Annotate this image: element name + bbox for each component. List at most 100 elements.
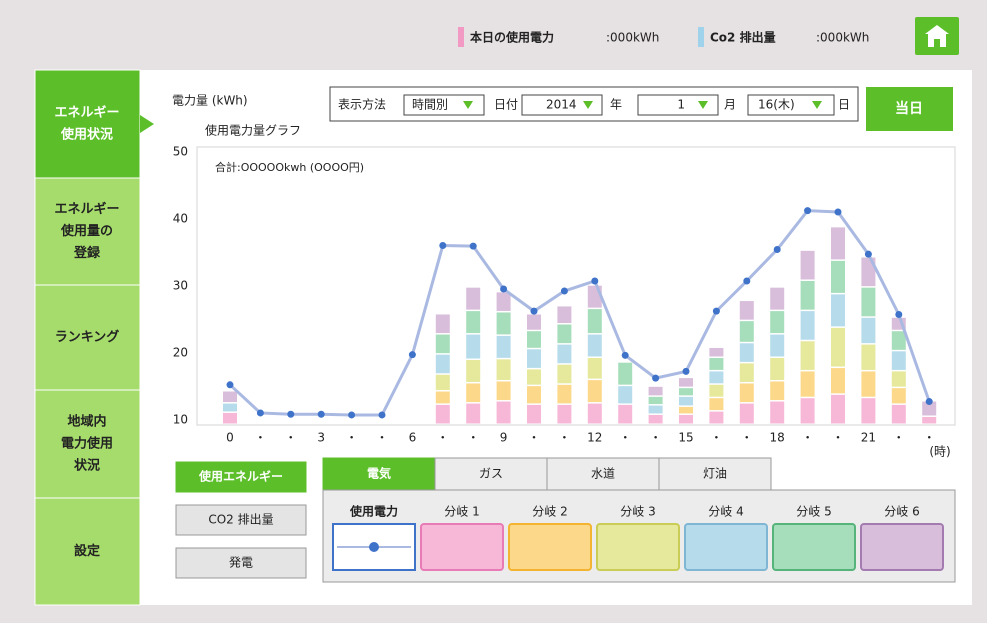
bar-segment: [435, 404, 450, 424]
energy-button[interactable]: [175, 461, 307, 493]
x-tick-label: ・: [802, 431, 814, 445]
line-marker: [317, 410, 325, 418]
x-tick-label: 0: [226, 431, 234, 445]
day-select[interactable]: [747, 94, 835, 116]
bar-segment: [435, 334, 450, 354]
month-unit: 月: [724, 98, 736, 112]
bar-segment: [679, 378, 693, 387]
nav-item-label: 状況: [74, 458, 100, 474]
line-marker: [682, 367, 690, 375]
bar-segment: [831, 368, 845, 394]
x-tick-label: 21: [861, 431, 876, 445]
x-tick-label: 9: [500, 431, 508, 445]
bar-segment: [739, 343, 754, 362]
line-marker: [895, 310, 903, 318]
bar-segment: [770, 381, 785, 401]
bar-segment: [496, 381, 511, 401]
legend-label: 使用電力: [349, 504, 398, 519]
bar-segment: [922, 416, 937, 424]
nav-item[interactable]: [34, 389, 141, 499]
x-tick-label: ・: [832, 431, 844, 445]
dropdown-arrow: [698, 101, 708, 109]
nav-item[interactable]: [34, 497, 141, 606]
line-marker: [256, 409, 264, 417]
y-tick-label: 40: [173, 212, 188, 226]
co2-value: :000kWh: [816, 31, 869, 45]
legend-label: 分岐 4: [708, 505, 743, 519]
bar-segment: [527, 349, 541, 368]
legend-label: 分岐 6: [884, 505, 919, 519]
nav-item[interactable]: [34, 69, 141, 179]
nav-item-label: エネルギー: [54, 105, 119, 121]
y-tick-label: 50: [173, 145, 188, 159]
legend-swatch[interactable]: [508, 523, 592, 571]
tab[interactable]: [658, 457, 772, 491]
x-tick-label: ・: [893, 431, 905, 445]
energy-button-label: 使用エネルギー: [198, 469, 283, 484]
line-marker: [652, 374, 660, 382]
legend-swatch[interactable]: [772, 523, 856, 571]
bar-segment: [527, 404, 541, 424]
today-button[interactable]: [866, 87, 953, 131]
line-marker: [378, 411, 386, 419]
bar-segment: [831, 227, 845, 260]
line-marker: [773, 245, 781, 253]
bar-segment: [527, 331, 541, 348]
bar-segment: [709, 398, 724, 411]
power-marker: [458, 27, 464, 47]
month-select[interactable]: [637, 94, 719, 116]
year-select[interactable]: [521, 94, 603, 116]
x-tick-label: ・: [650, 431, 662, 445]
line-marker: [621, 351, 629, 359]
line-marker: [834, 208, 842, 216]
bar-segment: [466, 334, 481, 359]
day-value: 16(木): [758, 98, 795, 112]
energy-button-label: 発電: [229, 556, 253, 570]
line-marker: [469, 242, 477, 250]
legend-swatch[interactable]: [596, 523, 680, 571]
bar-segment: [587, 334, 602, 357]
bar-segment: [739, 403, 754, 424]
x-tick-label: 18: [770, 431, 785, 445]
month-value: 1: [677, 98, 685, 112]
home-icon-door: [934, 39, 940, 47]
bar-segment: [466, 287, 481, 310]
x-unit-label: (時): [929, 445, 950, 459]
bar-segment: [800, 311, 815, 340]
tab[interactable]: [434, 457, 548, 491]
home-button[interactable]: [915, 17, 959, 55]
bar-segment: [527, 369, 541, 385]
bar-segment: [770, 287, 785, 310]
bar-segment: [435, 354, 450, 374]
bar-segment: [496, 359, 511, 380]
bar-segment: [496, 401, 511, 424]
bar-segment: [739, 301, 754, 320]
nav-item[interactable]: [34, 284, 141, 391]
nav-active-arrow: [140, 115, 154, 133]
x-tick-label: ・: [528, 431, 540, 445]
display-select[interactable]: [403, 94, 485, 116]
x-tick-label: 12: [587, 431, 602, 445]
x-tick-label: ・: [346, 431, 358, 445]
energy-button[interactable]: [175, 547, 307, 579]
bar-segment: [557, 404, 572, 424]
bar-segment: [466, 403, 481, 424]
x-tick-label: ・: [467, 431, 479, 445]
energy-button[interactable]: [175, 504, 307, 536]
bar-segment: [679, 406, 693, 414]
legend-swatch[interactable]: [420, 523, 504, 571]
line-marker: [712, 307, 720, 315]
bar-segment: [466, 383, 481, 403]
x-tick-label: 6: [409, 431, 417, 445]
year-value: 2014: [546, 98, 577, 112]
today-button-label: 当日: [895, 100, 923, 117]
line-marker: [287, 410, 295, 418]
line-marker: [743, 277, 751, 285]
legend-swatch[interactable]: [860, 523, 944, 571]
y-axis-label: 電力量 (kWh): [172, 94, 248, 108]
legend-swatch[interactable]: [684, 523, 768, 571]
x-tick-label: ・: [710, 431, 722, 445]
bar-segment: [861, 257, 876, 287]
